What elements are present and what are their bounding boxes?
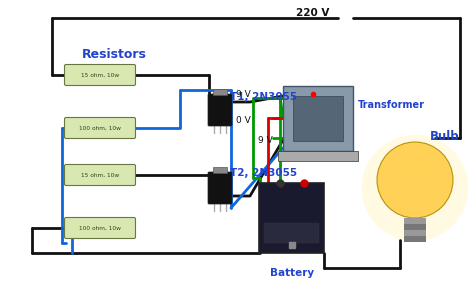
Bar	[404, 236, 426, 242]
Text: 220 V: 220 V	[296, 8, 329, 18]
Bar	[278, 151, 358, 160]
Bar	[259, 183, 325, 253]
Text: Transformer: Transformer	[358, 100, 425, 110]
Bar	[283, 85, 353, 151]
Text: 100 ohm, 10w: 100 ohm, 10w	[79, 126, 121, 130]
FancyBboxPatch shape	[64, 164, 136, 185]
FancyBboxPatch shape	[64, 65, 136, 85]
Text: 100 ohm, 10w: 100 ohm, 10w	[79, 225, 121, 230]
Text: Bulb: Bulb	[430, 130, 460, 143]
Bar	[213, 167, 227, 173]
Text: Battery: Battery	[270, 268, 314, 278]
Text: T1, 2N3055: T1, 2N3055	[230, 92, 297, 102]
Bar	[264, 223, 319, 243]
Text: T2, 2N3055: T2, 2N3055	[230, 168, 297, 178]
Bar	[404, 218, 426, 224]
FancyBboxPatch shape	[208, 94, 232, 126]
Text: 9 V: 9 V	[236, 90, 251, 99]
Text: 9 V: 9 V	[258, 136, 273, 145]
FancyBboxPatch shape	[208, 172, 232, 204]
FancyBboxPatch shape	[64, 217, 136, 239]
Bar	[293, 96, 343, 140]
Text: 0 V: 0 V	[236, 116, 251, 125]
Bar	[404, 230, 426, 236]
Bar	[213, 89, 227, 95]
Text: 15 ohm, 10w: 15 ohm, 10w	[81, 173, 119, 178]
Bar	[404, 224, 426, 230]
Ellipse shape	[362, 135, 468, 241]
FancyBboxPatch shape	[64, 117, 136, 139]
Text: Resistors: Resistors	[82, 48, 147, 61]
Circle shape	[377, 142, 453, 218]
Text: 15 ohm, 10w: 15 ohm, 10w	[81, 72, 119, 78]
